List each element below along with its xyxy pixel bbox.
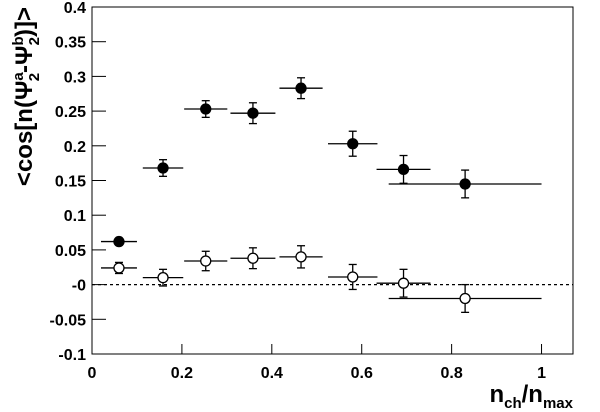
y-axis-label-part: -Ψ xyxy=(11,46,38,73)
x-tick-label: 1 xyxy=(537,365,546,382)
x-axis-label: nch/nmax xyxy=(489,381,573,412)
x-axis-label-part: ch xyxy=(504,395,522,412)
x-tick-label: 0.4 xyxy=(261,365,283,382)
data-point xyxy=(397,277,410,289)
x-tick-label: 0 xyxy=(88,365,97,382)
data-point xyxy=(397,163,410,176)
data-point xyxy=(157,272,169,284)
data-point xyxy=(157,162,169,174)
data-point xyxy=(347,271,359,283)
y-axis-label-part: a xyxy=(10,72,27,81)
y-tick-label: 0.3 xyxy=(64,69,86,86)
y-tick-label: 0.4 xyxy=(64,0,86,17)
data-point xyxy=(200,255,212,267)
x-axis-label-part: max xyxy=(543,395,574,412)
x-axis-label-part: /n xyxy=(522,381,543,408)
data-point xyxy=(459,292,471,305)
data-point xyxy=(295,251,307,263)
data-point xyxy=(200,103,212,115)
plot-frame xyxy=(91,6,574,355)
x-axis-label-part: n xyxy=(489,381,504,408)
y-tick-label: 0.2 xyxy=(64,139,86,156)
y-axis-label: <cos[n(Ψa2-Ψb2)]> xyxy=(10,7,43,186)
y-axis-label-part: 2 xyxy=(26,37,43,45)
y-tick-label: 0.35 xyxy=(55,35,86,52)
y-tick-label: 0.25 xyxy=(55,104,86,121)
data-point xyxy=(247,107,259,119)
data-point xyxy=(347,138,359,150)
x-tick-label: 0.6 xyxy=(351,365,373,382)
x-tick-label: 0.2 xyxy=(171,365,193,382)
data-point xyxy=(113,262,125,274)
data-point xyxy=(295,82,307,94)
data-point xyxy=(247,252,259,264)
x-tick-label: 0.8 xyxy=(441,365,463,382)
data-point xyxy=(459,178,471,190)
y-tick-label: -0.1 xyxy=(58,347,86,364)
y-axis-label-part: 2 xyxy=(26,73,43,81)
y-axis-label-part: )]> xyxy=(11,7,38,37)
data-point xyxy=(113,235,125,248)
y-tick-label: 0.1 xyxy=(64,208,86,225)
y-tick-label: -0.05 xyxy=(50,312,87,329)
y-tick-label: 0.15 xyxy=(55,174,86,191)
y-axis-label-part: <cos[n(Ψ xyxy=(11,81,38,186)
y-tick-label: -0 xyxy=(72,278,86,295)
y-tick-label: 0.05 xyxy=(55,243,86,260)
y-axis-label-part: b xyxy=(10,36,27,45)
